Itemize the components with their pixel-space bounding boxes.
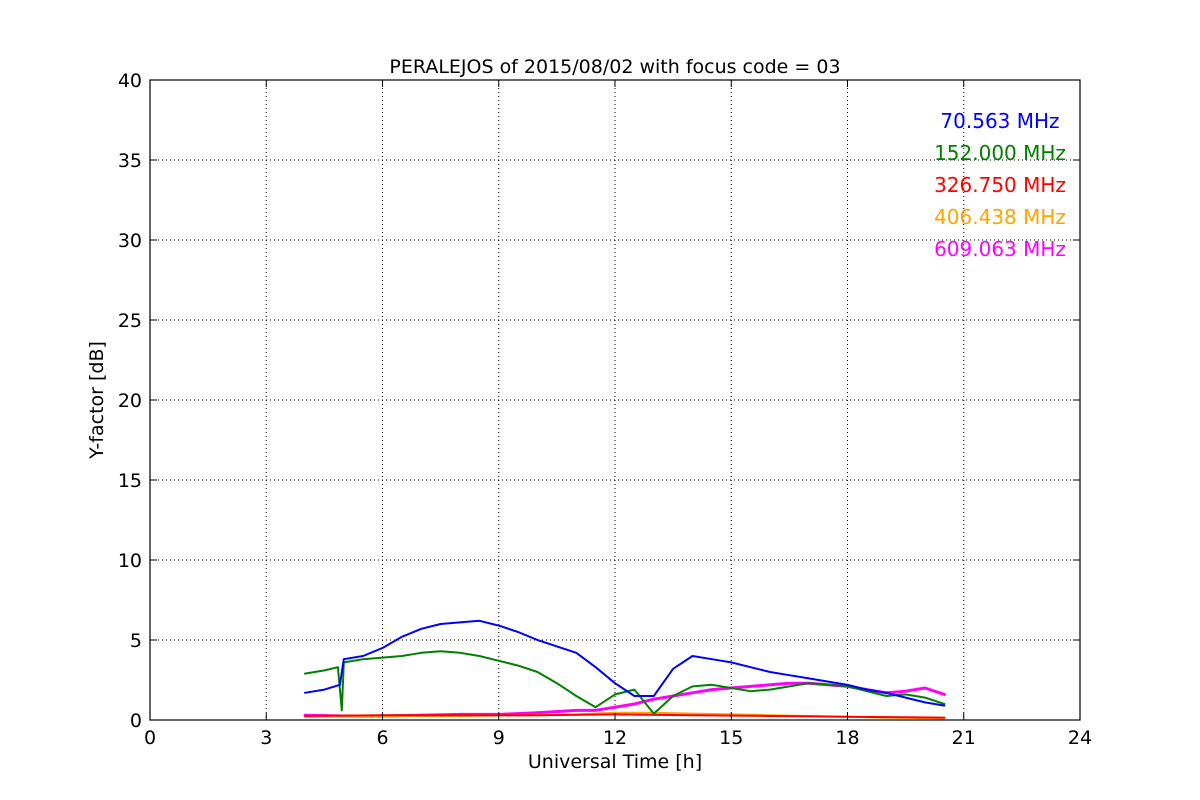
x-tick-label: 12 <box>603 727 627 749</box>
x-tick-label: 18 <box>835 727 859 749</box>
axis-ticks <box>149 79 1081 721</box>
chart-title: PERALEJOS of 2015/08/02 with focus code … <box>389 56 840 78</box>
x-tick-label: 21 <box>952 727 976 749</box>
series-line-1 <box>304 650 946 715</box>
legend-entry-2: 326.750 MHz <box>934 173 1066 197</box>
y-tick-label: 35 <box>118 150 142 172</box>
legend-entry-3: 406.438 MHz <box>934 205 1066 229</box>
y-tick-label: 30 <box>118 230 142 252</box>
x-tick-label: 3 <box>260 727 272 749</box>
x-tick-label: 0 <box>144 727 156 749</box>
x-axis-label: Universal Time [h] <box>528 751 702 773</box>
y-tick-label: 0 <box>130 710 142 732</box>
y-axis-label: Y-factor [dB] <box>86 341 108 460</box>
legend: 70.563 MHz 152.000 MHz 326.750 MHz 406.438 … <box>934 109 1066 261</box>
y-tick-label: 20 <box>118 390 142 412</box>
y-tick-label: 40 <box>118 70 142 92</box>
grid-lines <box>150 80 1080 720</box>
series-line-0 <box>304 619 946 707</box>
legend-entry-1: 152.000 MHz <box>934 141 1066 165</box>
x-tick-label: 9 <box>493 727 505 749</box>
legend-entry-0: 70.563 MHz <box>940 109 1059 133</box>
y-tick-label: 5 <box>130 630 142 652</box>
y-tick-label: 15 <box>118 470 142 492</box>
x-tick-label: 6 <box>376 727 388 749</box>
axis-tick-labels: 0 3 6 9 12 15 18 21 24 0 5 10 15 20 25 30 35 40 <box>118 70 1092 749</box>
x-tick-label: 24 <box>1068 727 1092 749</box>
y-tick-label: 10 <box>118 550 142 572</box>
y-tick-label: 25 <box>118 310 142 332</box>
x-tick-label: 15 <box>719 727 743 749</box>
legend-entry-4: 609.063 MHz <box>934 237 1066 261</box>
